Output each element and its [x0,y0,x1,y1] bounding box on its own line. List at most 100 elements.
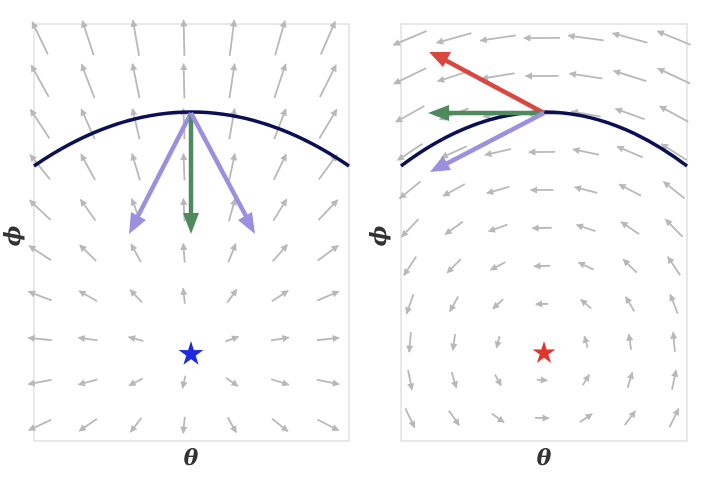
field-arrow [494,373,502,387]
field-arrow [28,244,52,262]
field-arrow [406,331,414,353]
field-arrow [130,108,141,140]
field-arrow [404,408,416,429]
field-arrow [316,378,340,387]
field-arrow [130,153,141,181]
field-arrow [31,21,49,55]
right-ylabel: ϕ [366,225,392,246]
field-arrow [489,261,506,271]
purple-arrow-right [189,111,255,234]
field-arrow [29,108,51,139]
field-arrow [273,63,287,99]
field-arrow [567,32,604,42]
field-arrow [226,417,238,434]
field-arrow [660,143,687,161]
field-arrow [272,198,288,222]
field-arrow [80,20,95,56]
field-arrow [180,287,188,304]
field-arrow [491,412,505,424]
field-arrow [29,154,51,180]
field-arrow [618,183,642,197]
field-arrow [582,335,590,348]
field-arrow [492,298,504,310]
field-arrow [656,30,691,46]
left-ylabel: ϕ [0,225,26,246]
purple-arrow-left [129,111,194,234]
field-arrow [180,416,188,434]
field-arrow [225,335,240,343]
field-arrow [317,244,339,262]
field-arrow [436,32,472,45]
field-arrow [228,19,238,57]
field-arrow [227,243,237,263]
field-arrow [403,256,417,277]
field-arrow [180,375,188,389]
field-arrow [80,153,96,181]
field-arrow [271,289,289,303]
field-arrow [318,108,338,140]
right-panel-frame [400,23,688,442]
field-arrow [444,220,464,236]
field-arrow [664,218,684,238]
field-arrow [405,293,415,315]
field-arrow [395,105,425,123]
field-arrow [272,244,288,262]
field-arrow [316,334,340,343]
field-arrow [487,223,508,233]
field-arrow [317,199,339,221]
field-arrow [226,288,238,304]
field-arrow [440,145,468,159]
field-arrow [616,145,644,159]
field-arrow [27,378,52,387]
field-arrow [316,418,340,432]
field-arrow [128,335,144,343]
field-arrow [580,298,592,310]
field-arrow [611,31,648,44]
field-arrow [273,108,287,140]
field-arrow [579,413,593,423]
field-arrow [180,62,188,99]
left-panel: θ ϕ [0,19,350,471]
field-arrow [572,147,600,156]
left-highlight-arrows [129,111,255,234]
field-arrow [575,223,596,233]
field-arrow [659,105,689,123]
field-arrow [28,418,52,432]
field-arrow [662,180,686,200]
field-arrow [581,374,591,386]
left-boundary-curve [33,110,350,168]
field-arrow [577,261,594,271]
left-vector-field [27,19,340,434]
left-xlabel: θ [184,445,199,471]
field-arrow [667,256,681,276]
field-arrow [228,152,238,181]
field-arrow [227,198,237,222]
field-arrow [130,19,140,56]
field-arrow [657,67,691,85]
field-arrow [442,183,466,197]
field-arrow [623,410,637,426]
field-arrow [318,154,338,180]
field-arrow [79,244,97,262]
field-arrow [407,369,415,391]
right-xlabel: θ [537,445,552,471]
field-arrow [624,296,636,312]
field-arrow [494,335,502,349]
field-arrow [180,19,188,57]
field-arrow [27,290,52,302]
right-vector-field [392,30,691,429]
field-arrow [77,378,98,387]
right-highlight-arrows [428,52,546,172]
field-arrow [670,331,678,352]
field-arrow [620,221,640,235]
field-arrow [128,377,144,387]
field-arrow [80,63,96,99]
field-arrow [450,333,458,351]
red-arrow-up-left [429,52,546,115]
field-arrow [30,64,50,98]
field-arrow [130,243,142,263]
field-arrow [568,70,603,80]
green-arrow-left [428,105,544,121]
field-arrow [446,258,462,274]
field-arrow [272,153,288,181]
